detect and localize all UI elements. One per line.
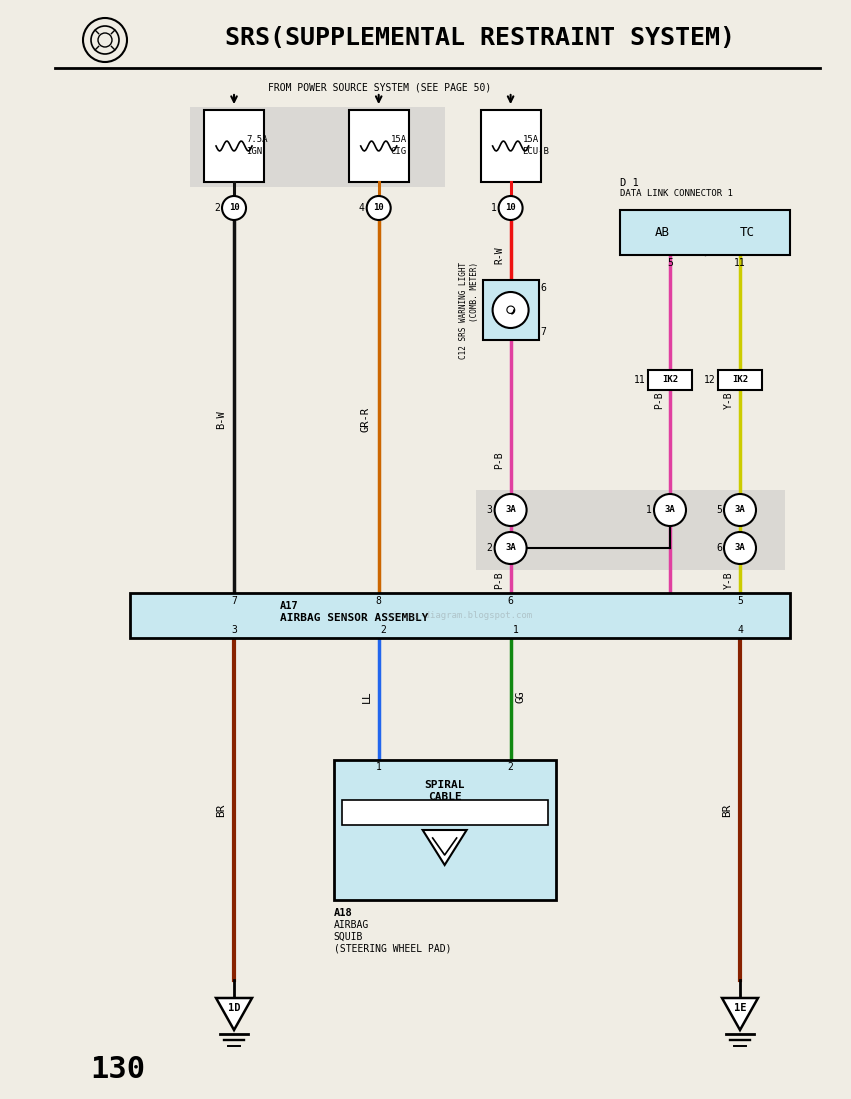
Text: 11: 11 xyxy=(734,258,745,268)
Bar xyxy=(190,107,445,187)
Text: AIRBAG SENSOR ASSEMBLY: AIRBAG SENSOR ASSEMBLY xyxy=(280,613,429,623)
Text: wiring-diagram.blogspot.com: wiring-diagram.blogspot.com xyxy=(387,611,533,620)
Text: ECU-B: ECU-B xyxy=(523,147,550,156)
Text: IGN: IGN xyxy=(246,147,262,156)
Circle shape xyxy=(367,196,391,220)
Text: D 1: D 1 xyxy=(620,178,639,188)
Text: 7.5A: 7.5A xyxy=(246,135,267,144)
Circle shape xyxy=(499,196,523,220)
Text: TC: TC xyxy=(740,226,755,238)
Text: IK2: IK2 xyxy=(662,376,678,385)
Circle shape xyxy=(654,493,686,526)
Bar xyxy=(620,210,790,255)
Bar xyxy=(483,280,539,340)
Bar xyxy=(648,370,692,390)
Bar xyxy=(349,110,408,182)
Text: BR: BR xyxy=(216,803,226,817)
Text: 6: 6 xyxy=(508,596,513,606)
Text: P-B: P-B xyxy=(494,452,505,469)
Circle shape xyxy=(724,532,756,564)
Polygon shape xyxy=(722,998,758,1030)
Text: L: L xyxy=(362,691,372,698)
Text: B-W: B-W xyxy=(216,411,226,430)
Text: 12: 12 xyxy=(705,375,716,385)
Text: DATA LINK CONNECTOR 1: DATA LINK CONNECTOR 1 xyxy=(620,189,733,198)
Text: 15A: 15A xyxy=(523,135,539,144)
Text: 2: 2 xyxy=(214,203,220,213)
Bar xyxy=(481,110,540,182)
Text: 5: 5 xyxy=(737,596,743,606)
Text: 10: 10 xyxy=(374,203,384,212)
Text: 3: 3 xyxy=(487,506,493,515)
Text: 10: 10 xyxy=(505,203,516,212)
Text: GR-R: GR-R xyxy=(361,408,371,433)
Circle shape xyxy=(494,493,527,526)
Text: R-W: R-W xyxy=(494,246,505,264)
Bar xyxy=(204,110,264,182)
Text: G: G xyxy=(516,697,526,703)
Circle shape xyxy=(222,196,246,220)
Text: P-B: P-B xyxy=(494,571,505,589)
Text: 6: 6 xyxy=(717,543,722,553)
Text: A17: A17 xyxy=(280,601,299,611)
Bar xyxy=(476,490,785,570)
Bar xyxy=(130,593,790,639)
Text: C12 SRS WARNING LIGHT
(COMB. METER): C12 SRS WARNING LIGHT (COMB. METER) xyxy=(460,262,478,358)
Text: A18: A18 xyxy=(334,908,352,918)
Text: Y-B: Y-B xyxy=(724,571,734,589)
Text: 1D: 1D xyxy=(228,1003,240,1013)
Text: SRS(SUPPLEMENTAL RESTRAINT SYSTEM): SRS(SUPPLEMENTAL RESTRAINT SYSTEM) xyxy=(225,26,735,49)
Text: 2: 2 xyxy=(487,543,493,553)
Circle shape xyxy=(494,532,527,564)
Text: 1: 1 xyxy=(376,762,381,771)
Text: 3A: 3A xyxy=(665,506,676,514)
Text: 7: 7 xyxy=(540,328,546,337)
Text: BR: BR xyxy=(722,803,732,817)
Text: 1: 1 xyxy=(646,506,652,515)
Text: 5: 5 xyxy=(667,258,673,268)
Text: 15A: 15A xyxy=(391,135,407,144)
Text: 5: 5 xyxy=(717,506,722,515)
Text: 4: 4 xyxy=(737,625,743,635)
Text: P-B: P-B xyxy=(654,391,664,409)
Text: 11: 11 xyxy=(634,375,646,385)
Text: SPIRAL
CABLE: SPIRAL CABLE xyxy=(425,780,465,801)
Polygon shape xyxy=(423,830,466,865)
Text: 7: 7 xyxy=(231,596,237,606)
Polygon shape xyxy=(216,998,252,1030)
Text: G: G xyxy=(516,691,526,698)
Text: 2: 2 xyxy=(508,762,513,771)
Text: 3A: 3A xyxy=(734,506,745,514)
Text: 2: 2 xyxy=(380,625,386,635)
Text: FROM POWER SOURCE SYSTEM (SEE PAGE 50): FROM POWER SOURCE SYSTEM (SEE PAGE 50) xyxy=(268,82,492,92)
Text: 1E: 1E xyxy=(734,1003,746,1013)
Text: 8: 8 xyxy=(376,596,381,606)
Text: 3A: 3A xyxy=(505,506,516,514)
Bar xyxy=(342,800,547,825)
Text: 3: 3 xyxy=(231,625,237,635)
Text: 1: 1 xyxy=(491,203,497,213)
Text: Y-B: Y-B xyxy=(724,391,734,409)
Bar xyxy=(334,761,556,900)
Circle shape xyxy=(724,493,756,526)
Text: 4: 4 xyxy=(359,203,365,213)
Text: AB: AB xyxy=(655,226,670,238)
Text: CIG: CIG xyxy=(391,147,407,156)
Text: IK2: IK2 xyxy=(732,376,748,385)
Text: 10: 10 xyxy=(229,203,239,212)
Text: 6: 6 xyxy=(540,284,546,293)
Text: 1: 1 xyxy=(512,625,518,635)
Circle shape xyxy=(493,292,528,328)
Text: AIRBAG
SQUIB
(STEERING WHEEL PAD): AIRBAG SQUIB (STEERING WHEEL PAD) xyxy=(334,920,451,953)
Text: 130: 130 xyxy=(90,1055,146,1085)
Bar xyxy=(718,370,762,390)
Text: 3A: 3A xyxy=(505,544,516,553)
Text: 3A: 3A xyxy=(734,544,745,553)
Text: L: L xyxy=(362,697,372,703)
